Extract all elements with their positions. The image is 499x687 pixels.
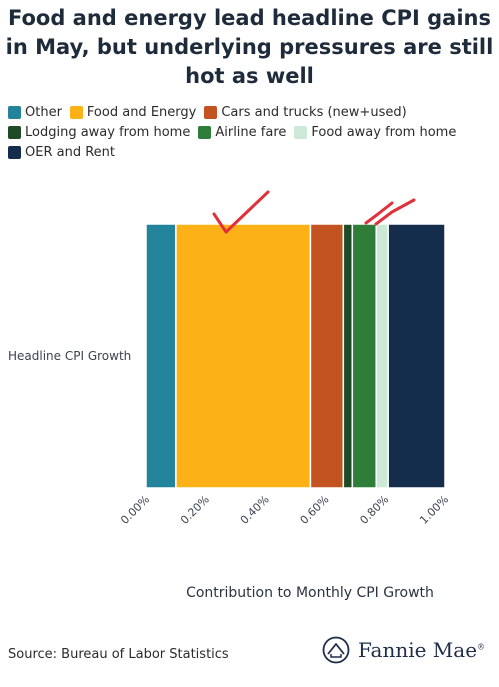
chart-title-line: hot as well — [185, 64, 314, 88]
chart-title: Food and energy lead headline CPI gains … — [0, 4, 499, 91]
legend-item: Cars and trucks (new+used) — [204, 104, 407, 121]
x-tick-label: 0.80% — [357, 493, 391, 527]
legend-swatch — [8, 126, 21, 139]
bar-group — [145, 223, 446, 489]
legend-label: Cars and trucks (new+used) — [221, 105, 407, 120]
checkmark-annotation — [374, 198, 416, 226]
legend-swatch — [8, 106, 21, 119]
x-tick-label: 0.00% — [118, 493, 152, 527]
legend-label: Food away from home — [311, 125, 457, 140]
category-label: Headline CPI Growth — [8, 349, 131, 363]
legend-item: Food away from home — [294, 124, 456, 141]
x-tick-label: 0.40% — [238, 493, 272, 527]
handwritten-checkmarks — [212, 190, 416, 234]
chart-title-line: Food and energy lead headline CPI gains — [7, 6, 491, 30]
legend-label: Lodging away from home — [25, 125, 191, 140]
legend-swatch — [204, 106, 218, 119]
bar-segment — [342, 223, 354, 489]
legend-item: OER and Rent — [8, 144, 115, 161]
legend-item: Food and Energy — [69, 104, 197, 121]
x-tick-label: 0.20% — [178, 493, 212, 527]
x-tick-label: 0.60% — [298, 493, 332, 527]
legend-swatch — [198, 126, 212, 139]
bar-segment — [145, 223, 177, 489]
fannie-mae-logo: Fannie Mae® — [322, 636, 485, 664]
legend-item: Airline fare — [198, 124, 286, 141]
bar-segment — [175, 223, 312, 489]
checkmark-annotation — [212, 190, 270, 234]
legend-swatch — [8, 146, 21, 159]
brand-name: Fannie Mae® — [358, 638, 486, 662]
legend-item: Lodging away from home — [8, 124, 190, 141]
bar-segment — [387, 223, 446, 489]
checkmark-annotation — [364, 201, 394, 225]
x-axis-title: Contribution to Monthly CPI Growth — [186, 585, 434, 601]
bar-segment — [309, 223, 345, 489]
x-tick-label: 1.00% — [417, 493, 451, 527]
legend-label: OER and Rent — [25, 145, 115, 160]
legend-item: Other — [8, 104, 62, 121]
bar-segment — [375, 223, 389, 489]
x-axis-ticks: 0.00% 0.20% 0.40% 0.60% 0.80% 1.00% — [118, 493, 451, 527]
source-note: Source: Bureau of Labor Statistics — [8, 647, 229, 662]
legend-label: Food and Energy — [86, 105, 197, 120]
legend-swatch — [69, 106, 83, 119]
legend-label: Other — [25, 105, 62, 120]
bar-segment — [351, 223, 377, 489]
legend-label: Airline fare — [215, 125, 287, 140]
chart-legend: Other Food and Energy Cars and trucks (new… — [8, 104, 496, 161]
legend-swatch — [294, 126, 308, 139]
chart-title-line: in May, but underlying pressures are sti… — [5, 35, 494, 59]
house-logo-icon — [322, 636, 350, 664]
